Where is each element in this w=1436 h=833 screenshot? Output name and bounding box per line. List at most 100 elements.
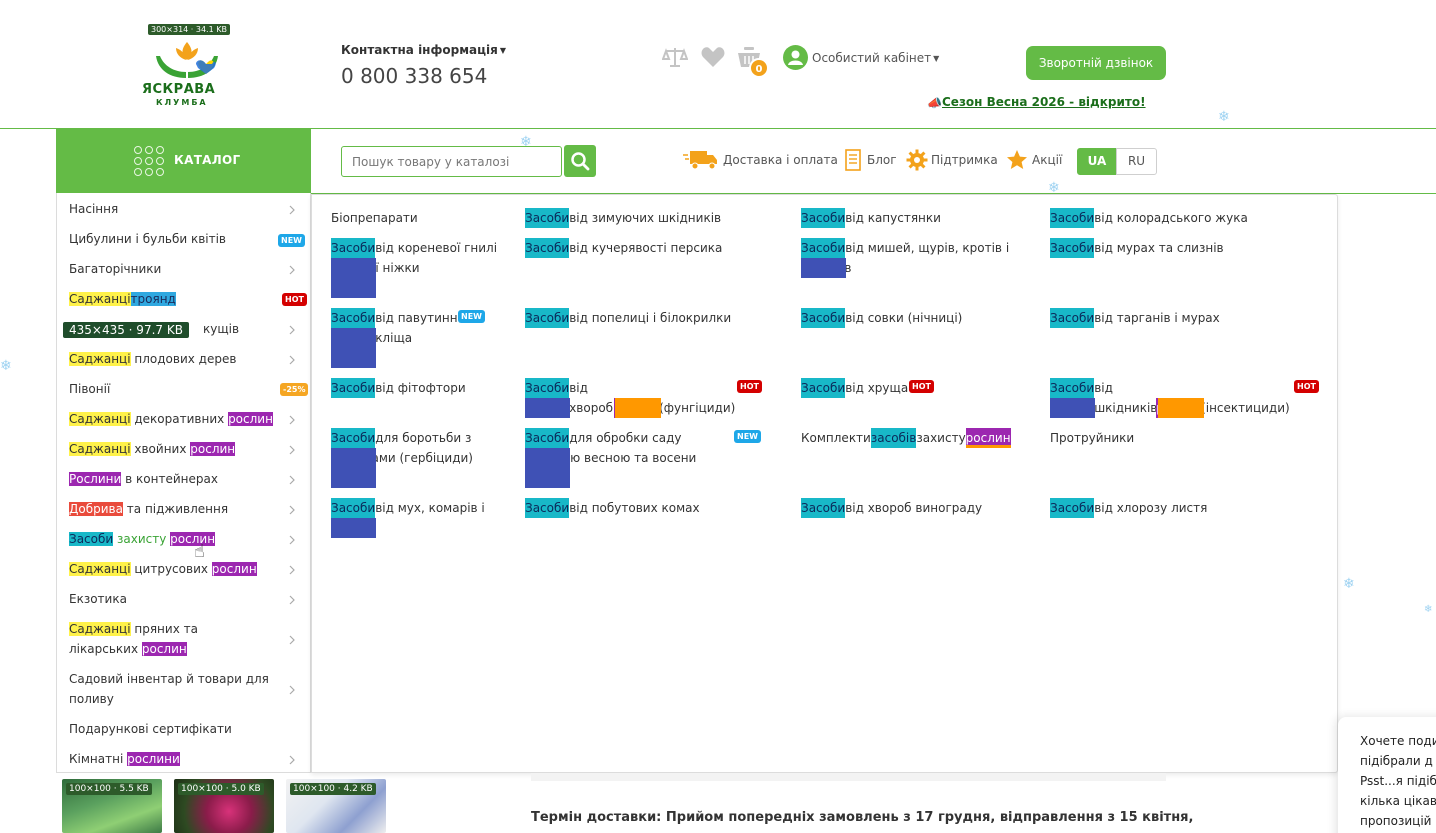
delivery-truck-icon [683, 149, 719, 175]
menu-item-rose-seedlings[interactable]: Саджанцітроянд [69, 292, 176, 306]
nav-top-border [0, 128, 1436, 129]
catalog-menu: Насіння Цибулини і бульби квітів Багатор… [56, 193, 311, 773]
menu-item-gift-certificates[interactable]: Подарункові сертифікати [69, 722, 232, 736]
nav-bottom-border [311, 193, 1436, 194]
account-dropdown[interactable]: Особистий кабінет ▼ [812, 51, 939, 65]
callback-button[interactable]: Зворотній дзвінок [1026, 46, 1166, 80]
subcat-herbicides[interactable]: Засоби для боротьби з бур'янами (гербіцид… [331, 428, 491, 488]
menu-item-decorative[interactable]: Саджанці декоративних рослин [69, 412, 273, 426]
contact-info-dropdown[interactable]: Контактна інформація ▼ [341, 43, 506, 57]
cursor-hand-icon: ☝ [194, 541, 205, 562]
subcat-cockroaches[interactable]: Засобивід тарганів і мурах [1050, 308, 1220, 328]
logo-hands-icon [156, 42, 218, 78]
product-thumbnail[interactable]: 100×100 · 5.5 KB [62, 779, 162, 833]
blog-document-icon [845, 149, 861, 175]
subcat-fungicides[interactable]: Засоби від хвороброслин(фунгіциди) [525, 378, 765, 418]
subcat-colorado-beetle[interactable]: Засобивід колорадського жука [1050, 208, 1248, 228]
chat-popup[interactable]: Хочете поди підібрали д Psst...я підіб к… [1338, 717, 1436, 833]
user-account-icon[interactable] [783, 45, 808, 70]
subcat-grape-diseases[interactable]: Засобивід хвороб винограду [801, 498, 982, 518]
hot-badge: HOT [282, 293, 307, 306]
subcat-rodents[interactable]: Засобивід мишей, щурів, кротів і сліпакі… [801, 238, 1021, 278]
logo-subtext: КЛУМБА [156, 98, 208, 107]
cart-count-badge: 0 [749, 58, 769, 78]
menu-item-seeds[interactable]: Насіння [69, 202, 119, 216]
lang-ua-button[interactable]: UA [1077, 148, 1117, 175]
subcat-peach-curl[interactable]: Засобивід кучерявості персика [525, 238, 722, 258]
subcat-chafer[interactable]: Засобивід хруща [801, 378, 908, 398]
wishlist-heart-icon[interactable] [700, 44, 726, 70]
chat-line: пропозицій [1360, 814, 1432, 828]
nav-link-promotions[interactable]: Акції [1032, 153, 1063, 167]
menu-item-houseplants[interactable]: Кімнатні рослини [69, 752, 180, 766]
menu-item-herbs[interactable]: Саджанці пряних та лікарських рослин [69, 622, 198, 656]
menu-item-bulbs[interactable]: Цибулини і бульби квітів [69, 232, 227, 246]
chevron-right-icon [289, 205, 295, 215]
subcat-root-rot[interactable]: Засобивід кореневої гнилі і чорної ніжки [331, 238, 501, 298]
search-button[interactable] [564, 145, 596, 177]
caret-down-icon: ▼ [499, 46, 506, 55]
subcat-wintering-pests[interactable]: Засобивід зимуючих шкідників [525, 208, 721, 228]
logo-size-badge: 300×314 · 34.1 KB [148, 24, 230, 35]
account-label: Особистий кабінет [812, 51, 932, 65]
product-thumbnail[interactable]: 100×100 · 4.2 KB [286, 779, 386, 833]
delivery-terms-text: Термін доставки: Прийом попередніх замов… [531, 810, 1194, 825]
product-thumbnail[interactable]: 100×100 · 5.0 KB [174, 779, 274, 833]
catalog-button[interactable] [56, 129, 311, 194]
hot-badge: HOT [1294, 380, 1319, 393]
nav-link-blog[interactable]: Блог [867, 153, 897, 167]
menu-item-perennials[interactable]: Багаторічники [69, 262, 162, 276]
menu-item-citrus[interactable]: Саджанці цитрусових рослин [69, 562, 257, 576]
megaphone-icon: 📣 [927, 96, 942, 110]
subcat-ants-slugs[interactable]: Засобивід мурах та слизнів [1050, 238, 1224, 258]
nav-link-delivery[interactable]: Доставка і оплата [723, 153, 838, 167]
chat-line: Хочете поди [1360, 734, 1436, 748]
menu-item-plant-protection[interactable]: Засоби захисту рослин [69, 532, 216, 546]
subcat-moths[interactable]: Засобивід совки (нічниці) [801, 308, 962, 328]
chat-line: Psst...я підіб [1360, 774, 1436, 788]
subcat-flies-mosquitoes[interactable]: Засобивід мух, комарів і молі [331, 498, 491, 538]
caret-down-icon: ▼ [933, 54, 940, 63]
menu-item-shrubs[interactable]: кущів [203, 322, 240, 336]
subcat-protection-kits[interactable]: Комплектизасобівзахистурослин [801, 428, 1011, 448]
menu-item-fruit-trees[interactable]: Саджанці плодових дерев [69, 352, 237, 366]
support-gear-icon [906, 149, 928, 175]
new-badge: NEW [458, 310, 485, 323]
menu-item-conifers[interactable]: Саджанці хвойних рослин [69, 442, 236, 456]
menu-item-peonies[interactable]: Півонії [69, 382, 111, 396]
subcat-biopreparations[interactable]: Біопрепарати [331, 211, 418, 225]
menu-item-garden-tools[interactable]: Садовий інвентар й товари для поливу [69, 672, 269, 706]
chevron-right-icon [289, 445, 295, 455]
subcat-spider-mite[interactable]: Засоби від павутинного кліща [331, 308, 491, 368]
menu-item-containers[interactable]: Рослини в контейнерах [69, 472, 218, 486]
new-badge: NEW [278, 234, 305, 247]
chevron-right-icon [289, 685, 295, 695]
subcat-phytophthora[interactable]: Засобивід фітофтори [331, 378, 466, 398]
subcat-seed-dressers[interactable]: Протруйники [1050, 431, 1135, 445]
menu-item-fertilizers[interactable]: Добрива та підживлення [69, 502, 229, 516]
chevron-right-icon [289, 755, 295, 765]
menu-item-exotic[interactable]: Екзотика [69, 592, 127, 606]
catalog-label: КАТАЛОГ [174, 153, 241, 167]
season-link[interactable]: Сезон Весна 2026 - відкрито! [942, 95, 1146, 109]
lang-ru-button[interactable]: RU [1116, 148, 1157, 175]
image-size-badge: 435×435 · 97.7 KB [63, 322, 189, 338]
chevron-right-icon [289, 415, 295, 425]
compare-icon[interactable] [661, 44, 689, 70]
snowflake-icon: ❄ [1424, 604, 1433, 615]
subcat-insecticides[interactable]: Засоби від шкідниківрослин(інсектициди) [1050, 378, 1295, 418]
subcat-household-insects[interactable]: Засобивід побутових комах [525, 498, 700, 518]
search-input[interactable] [341, 146, 562, 177]
grid-dots-icon [134, 146, 164, 176]
chevron-right-icon [289, 505, 295, 515]
subcat-spring-treatment[interactable]: Засоби для обробки саду ранньою весною та… [525, 428, 710, 488]
chevron-right-icon [289, 475, 295, 485]
chevron-right-icon [289, 535, 295, 545]
subcat-leaf-chlorosis[interactable]: Засобивід хлорозу листя [1050, 498, 1207, 518]
snowflake-icon: ❄ [0, 358, 12, 374]
subcat-mole-cricket[interactable]: Засобивід капустянки [801, 208, 941, 228]
phone-number[interactable]: 0 800 338 654 [341, 64, 488, 88]
nav-link-support[interactable]: Підтримка [931, 153, 998, 167]
subcat-aphids[interactable]: Засобивід попелиці і білокрилки [525, 308, 731, 328]
site-logo[interactable]: 300×314 · 34.1 KB ЯСКРАВА КЛУМБА [136, 22, 232, 114]
